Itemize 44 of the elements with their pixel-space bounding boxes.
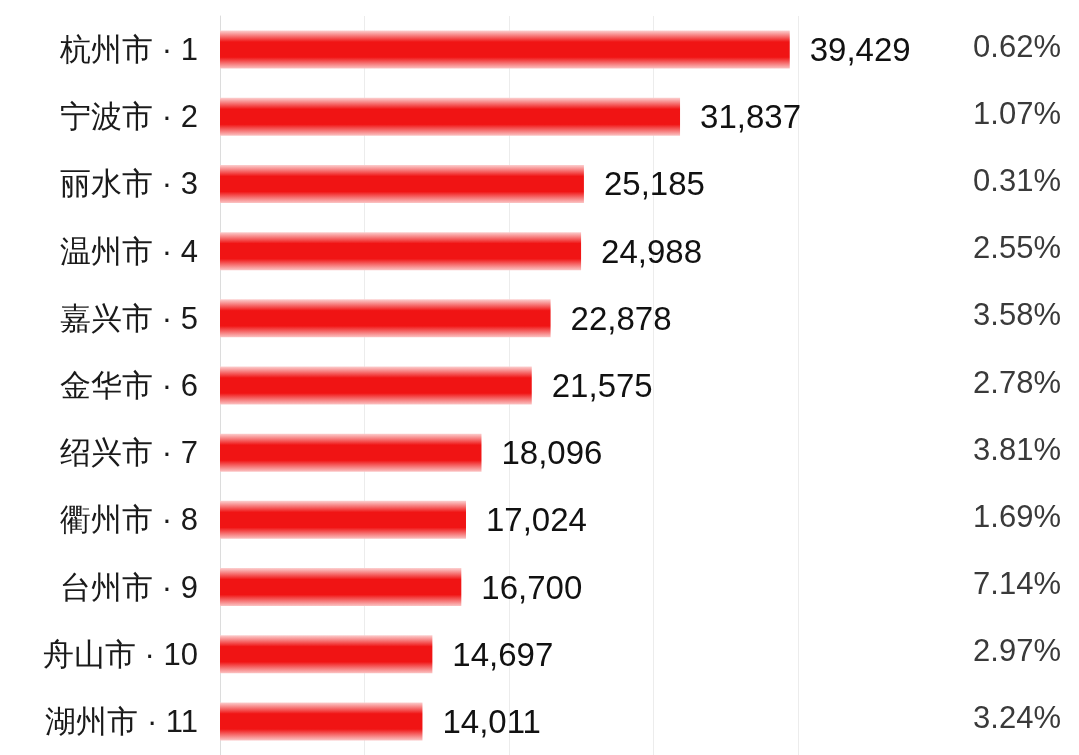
y-tick-label: 宁波市 · 2	[60, 99, 198, 135]
text: 0.31%	[973, 162, 1061, 198]
bar	[220, 433, 482, 472]
bar	[220, 568, 462, 607]
y-tick-label: 丽水市 · 3	[60, 166, 198, 202]
text: 2.97%	[973, 633, 1061, 669]
text: 1.69%	[973, 498, 1061, 534]
bar	[220, 635, 433, 674]
y-tick-label: 温州市 · 4	[60, 233, 198, 269]
bar	[220, 500, 466, 539]
y-tick-label: 台州市 · 9	[60, 569, 198, 605]
data-label: 24,988	[601, 232, 703, 270]
text: 3.58%	[973, 297, 1061, 333]
data-label: 16,700	[481, 568, 583, 606]
data-label: 18,096	[501, 434, 603, 472]
data-label: 14,697	[452, 635, 554, 673]
text: 2.55%	[973, 230, 1061, 266]
y-tick-label: 杭州市 · 1	[59, 32, 198, 68]
bar	[220, 30, 790, 69]
bar	[220, 366, 532, 405]
text: 3.81%	[973, 431, 1061, 467]
text: 0.62%	[973, 28, 1061, 64]
data-label: 21,575	[551, 367, 653, 404]
text: 2.78%	[973, 364, 1061, 400]
text: 3.24%	[973, 700, 1061, 736]
data-label: 39,429	[809, 31, 911, 69]
data-label: 17,024	[486, 501, 587, 539]
bar	[220, 97, 681, 136]
y-tick-label: 嘉兴市 · 5	[60, 300, 198, 336]
y-tick-label: 绍兴市 · 7	[60, 435, 198, 471]
bar	[220, 232, 582, 271]
bar	[220, 702, 423, 741]
y-tick-label: 舟山市 · 10	[42, 636, 198, 672]
text: 1.07%	[973, 95, 1061, 131]
bar	[220, 164, 584, 203]
data-label: 22,878	[570, 299, 672, 337]
y-tick-label: 衢州市 · 8	[60, 502, 198, 538]
y-tick-label: 金华市 · 6	[60, 368, 198, 403]
bar	[220, 299, 551, 338]
y-tick-label: 湖州市 · 11	[45, 703, 198, 739]
data-label: 25,185	[603, 165, 705, 203]
data-label: 14,011	[442, 702, 541, 740]
data-label: 31,837	[700, 98, 801, 136]
text: 7.14%	[973, 566, 1061, 602]
